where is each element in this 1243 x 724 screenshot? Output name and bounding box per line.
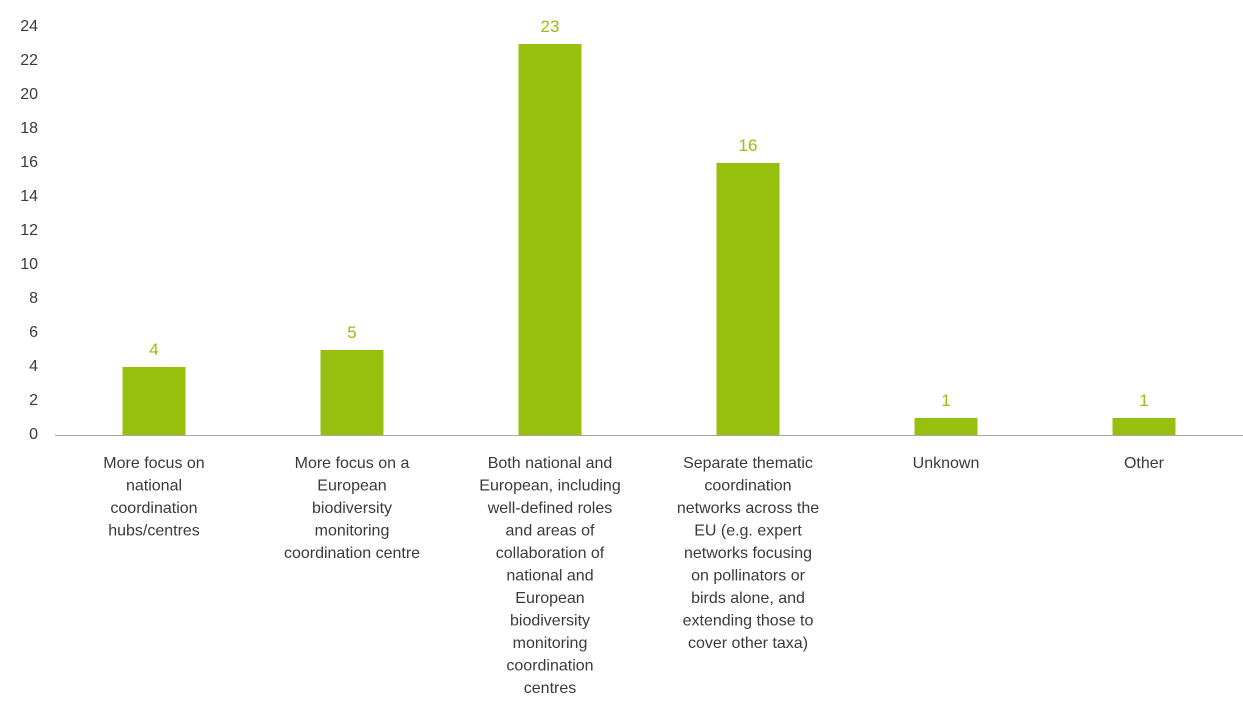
y-tick-label: 22 (20, 52, 38, 69)
y-tick-label: 8 (29, 290, 38, 307)
category-label-line: More focus on (103, 455, 204, 472)
category-label-line: Separate thematic (683, 455, 813, 472)
category-label-line: European (317, 478, 386, 495)
y-tick-label: 14 (20, 188, 38, 205)
bar (914, 418, 978, 435)
category-label: Unknown (913, 455, 980, 472)
category-label-line: European (515, 590, 584, 607)
category-label-line: coordination (506, 658, 593, 675)
category-label-line: coordination centre (284, 545, 420, 562)
bar (320, 350, 384, 435)
bar (122, 367, 186, 435)
data-label: 1 (941, 391, 950, 410)
category-label-line: on pollinators or (691, 568, 806, 585)
category-label-line: European, including (479, 478, 620, 495)
bar (716, 163, 780, 435)
category-label-line: national (126, 478, 182, 495)
data-label: 16 (739, 136, 758, 155)
y-tick-label: 18 (20, 120, 38, 137)
category-label: More focus on national coordination hubs/ce… (103, 455, 204, 540)
category-label-line: birds alone, and (691, 590, 805, 607)
category-label-line: cover other taxa) (688, 635, 808, 652)
y-tick-label: 20 (20, 86, 38, 103)
category-label-line: monitoring (315, 523, 390, 540)
category-label-line: Other (1124, 455, 1165, 472)
data-label: 5 (347, 323, 356, 342)
category-label: Both national and European, including well… (479, 455, 620, 697)
data-label: 23 (541, 17, 560, 36)
category-label-line: hubs/centres (108, 523, 200, 540)
category-label-line: centres (524, 680, 576, 697)
y-tick-label: 16 (20, 154, 38, 171)
category-label-line: coordination (704, 478, 791, 495)
category-label-line: Both national and (488, 455, 613, 472)
category-label: Separate thematic coordination networks ac… (677, 455, 819, 652)
bar (1112, 418, 1176, 435)
category-label-line: and areas of (506, 523, 596, 540)
category-labels-group: More focus on national coordination hubs/ce… (103, 455, 1164, 697)
y-tick-label: 4 (29, 358, 38, 375)
category-label-line: monitoring (513, 635, 588, 652)
category-label-line: coordination (110, 500, 197, 517)
category-label-line: well-defined roles (487, 500, 613, 517)
category-label: More focus on a European biodiversity monit… (284, 455, 420, 562)
category-label-line: biodiversity (510, 613, 590, 630)
category-label-line: EU (e.g. expert (694, 523, 802, 540)
category-label-line: biodiversity (312, 500, 392, 517)
category-label-line: networks across the (677, 500, 819, 517)
y-tick-label: 6 (29, 324, 38, 341)
category-label-line: More focus on a (295, 455, 410, 472)
data-label: 1 (1139, 391, 1148, 410)
y-tick-label: 12 (20, 222, 38, 239)
category-label-line: extending those to (683, 613, 814, 630)
data-labels-group: 4 5 23 16 1 1 (149, 17, 1148, 410)
y-tick-label: 10 (20, 256, 38, 273)
y-tick-label: 24 (20, 18, 38, 35)
category-label-line: Unknown (913, 455, 980, 472)
bar (518, 44, 582, 435)
data-label: 4 (149, 340, 158, 359)
category-label: Other (1124, 455, 1165, 472)
category-label-line: national and (506, 568, 593, 585)
bars-group (122, 44, 1176, 435)
category-label-line: networks focusing (684, 545, 812, 562)
category-label-line: collaboration of (496, 545, 605, 562)
y-tick-label: 2 (29, 392, 38, 409)
y-tick-label: 0 (29, 426, 38, 443)
